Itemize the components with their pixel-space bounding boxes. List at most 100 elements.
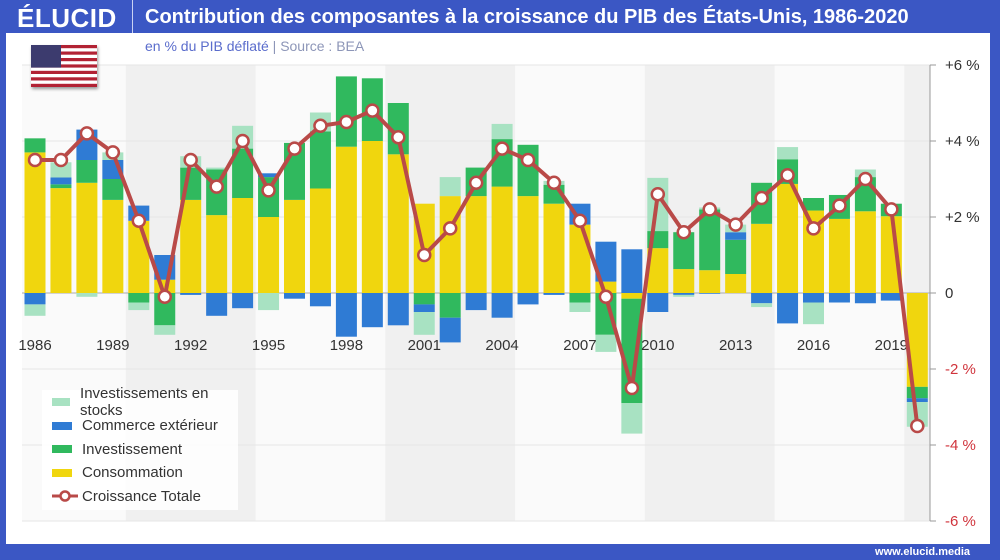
bar-investissement-2012 xyxy=(699,209,721,271)
legend-swatch-investissement xyxy=(52,445,72,453)
bar-commerce-2009 xyxy=(621,249,643,293)
x-tick-label: 1995 xyxy=(252,337,285,354)
bar-commerce-1999 xyxy=(361,293,383,328)
bar-consommation-2000 xyxy=(387,154,409,293)
bar-commerce-2016 xyxy=(803,293,824,303)
y-tick-label: +2 % xyxy=(945,209,980,226)
bar-stocks-2016 xyxy=(803,302,824,325)
total-growth-point-2004 xyxy=(494,141,510,156)
bar-investissement-1988 xyxy=(76,160,98,183)
bar-investissement-1997 xyxy=(309,131,331,189)
bar-commerce-2018 xyxy=(854,293,876,304)
bar-stocks-2008 xyxy=(595,334,617,352)
y-tick-label: +4 % xyxy=(945,133,980,150)
bar-commerce-1994 xyxy=(232,293,254,309)
bar-consommation-1990 xyxy=(128,220,150,293)
total-growth-point-2020 xyxy=(910,418,925,434)
x-tick-label: 2004 xyxy=(485,337,518,354)
bar-stocks-1986 xyxy=(24,304,46,316)
total-growth-point-2001 xyxy=(417,247,432,263)
bar-investissement-2001 xyxy=(413,293,435,305)
footer-url[interactable]: www.elucid.media xyxy=(875,546,970,558)
bar-consommation-2007 xyxy=(569,224,591,293)
bar-stocks-1993 xyxy=(206,167,228,170)
bar-consommation-1995 xyxy=(258,217,280,293)
total-growth-point-1994 xyxy=(235,133,250,149)
x-tick-label: 1989 xyxy=(96,337,129,354)
bar-consommation-2020 xyxy=(906,293,928,387)
bar-consommation-2012 xyxy=(699,270,721,293)
legend-swatch-stocks xyxy=(52,398,71,406)
bar-investissement-2007 xyxy=(569,293,591,303)
bar-stocks-1987 xyxy=(50,162,72,178)
bar-investissement-2008 xyxy=(595,293,617,335)
total-growth-point-2005 xyxy=(520,152,536,168)
bar-consommation-2009 xyxy=(621,293,643,299)
bar-commerce-2005 xyxy=(517,293,539,305)
bar-consommation-2010 xyxy=(647,248,669,293)
bar-stocks-2011 xyxy=(673,294,695,297)
x-tick-label: 1998 xyxy=(330,337,363,354)
total-growth-point-1998 xyxy=(339,114,354,130)
legend-item-croissance: Croissance Totale xyxy=(52,485,201,507)
bar-stocks-2004 xyxy=(491,123,513,140)
bar-commerce-2010 xyxy=(647,293,669,312)
bar-commerce-1992 xyxy=(180,293,202,295)
legend-item-stocks: Investissements en stocks xyxy=(52,385,238,419)
bar-stocks-2001 xyxy=(413,312,435,335)
bar-consommation-2019 xyxy=(880,216,902,293)
bar-commerce-2013 xyxy=(725,232,747,240)
bar-commerce-2006 xyxy=(543,293,565,295)
legend-label: Croissance Totale xyxy=(82,487,201,505)
total-growth-point-2012 xyxy=(702,202,717,217)
bar-stocks-2015 xyxy=(777,147,799,160)
bar-consommation-2015 xyxy=(777,183,799,293)
bar-consommation-1999 xyxy=(361,141,383,293)
total-growth-point-2017 xyxy=(832,198,847,213)
x-tick-label: 2001 xyxy=(408,337,441,354)
bar-stocks-1991 xyxy=(154,325,176,335)
legend-swatch-consommation xyxy=(52,468,72,477)
legend-item-investissement: Investissement xyxy=(52,438,182,460)
chart-subtitle: en % du PIB déflaté | Source : BEA xyxy=(145,38,364,54)
bar-investissement-1989 xyxy=(102,179,124,200)
total-growth-point-2016 xyxy=(806,221,821,236)
bar-stocks-1988 xyxy=(76,293,98,297)
bar-consommation-2003 xyxy=(465,196,487,293)
bar-investissement-2005 xyxy=(517,144,539,197)
total-growth-point-1992 xyxy=(183,152,198,168)
total-growth-point-1991 xyxy=(157,289,172,305)
total-growth-point-2015 xyxy=(780,167,795,183)
bar-stocks-2007 xyxy=(569,302,591,312)
bar-consommation-1986 xyxy=(24,152,46,293)
header-divider xyxy=(132,0,133,33)
total-growth-point-1988 xyxy=(79,126,95,141)
legend-swatch-commerce xyxy=(52,421,72,430)
y-tick-label: -6 % xyxy=(945,513,976,530)
bar-consommation-2013 xyxy=(725,274,747,293)
bar-consommation-1992 xyxy=(180,199,202,293)
total-growth-point-2006 xyxy=(546,175,562,191)
bar-investissement-2011 xyxy=(673,232,695,270)
x-tick-label: 2007 xyxy=(563,337,596,354)
bar-commerce-2008 xyxy=(595,241,617,282)
bar-commerce-2003 xyxy=(465,293,487,311)
x-tick-label: 2010 xyxy=(641,337,674,354)
total-growth-point-2000 xyxy=(391,129,406,145)
bar-consommation-2006 xyxy=(543,203,565,293)
subtitle-separator: | xyxy=(272,38,277,54)
x-tick-label: 1992 xyxy=(174,337,207,354)
y-tick-label: 0 xyxy=(945,285,953,302)
bar-commerce-2011 xyxy=(673,293,695,295)
bar-stocks-2009 xyxy=(621,403,643,434)
legend-label: Commerce extérieur xyxy=(82,417,218,434)
legend-item-consommation: Consommation xyxy=(52,462,183,484)
total-growth-point-2003 xyxy=(468,175,484,191)
bar-consommation-2004 xyxy=(491,186,513,293)
y-tick-label: -4 % xyxy=(945,437,976,454)
bar-consommation-2018 xyxy=(854,211,876,293)
total-growth-point-2014 xyxy=(754,190,769,206)
bar-consommation-2008 xyxy=(595,281,617,293)
header-bar: ÉLUCID Contribution des composantes à la… xyxy=(0,0,1000,33)
